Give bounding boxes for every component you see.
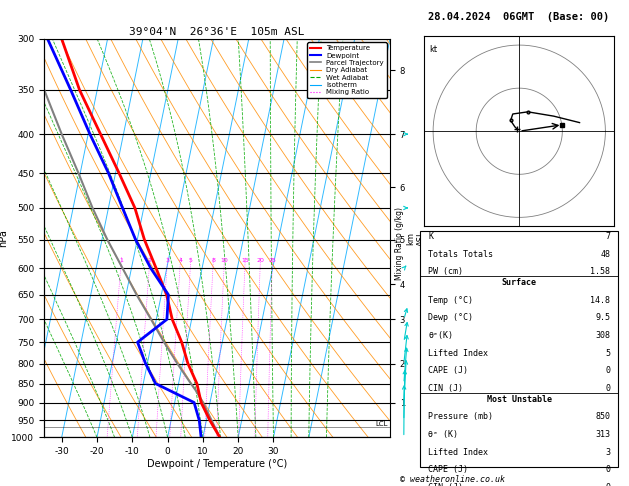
Text: LCL: LCL [376,421,388,427]
Text: 3: 3 [165,258,169,263]
X-axis label: Dewpoint / Temperature (°C): Dewpoint / Temperature (°C) [147,459,287,469]
Text: CIN (J): CIN (J) [428,384,463,393]
Text: © weatheronline.co.uk: © weatheronline.co.uk [401,474,505,484]
Text: 15: 15 [241,258,249,263]
Text: CAPE (J): CAPE (J) [428,466,468,474]
Title: 39°04'N  26°36'E  105m ASL: 39°04'N 26°36'E 105m ASL [129,27,305,37]
Text: K: K [428,232,433,241]
Text: PW (cm): PW (cm) [428,267,463,277]
Text: 0: 0 [605,483,610,486]
Text: 5: 5 [189,258,192,263]
Text: 28.04.2024  06GMT  (Base: 00): 28.04.2024 06GMT (Base: 00) [428,12,610,22]
Text: Surface: Surface [502,278,537,287]
Text: 313: 313 [596,430,610,439]
Text: 850: 850 [596,412,610,421]
Text: Pressure (mb): Pressure (mb) [428,412,493,421]
Text: 9.5: 9.5 [596,313,610,322]
Text: 4: 4 [178,258,182,263]
Text: 308: 308 [596,331,610,340]
Text: 25: 25 [269,258,276,263]
Legend: Temperature, Dewpoint, Parcel Trajectory, Dry Adiabat, Wet Adiabat, Isotherm, Mi: Temperature, Dewpoint, Parcel Trajectory… [308,42,386,98]
Text: 14.8: 14.8 [591,295,610,305]
Text: kt: kt [429,45,437,54]
Text: Totals Totals: Totals Totals [428,250,493,259]
Text: θᵉ(K): θᵉ(K) [428,331,453,340]
Text: 8: 8 [211,258,215,263]
Text: 1.58: 1.58 [591,267,610,277]
Text: Lifted Index: Lifted Index [428,348,488,358]
Text: 0: 0 [605,384,610,393]
Text: Mixing Ratio (g/kg): Mixing Ratio (g/kg) [395,207,404,279]
Text: CAPE (J): CAPE (J) [428,366,468,375]
Text: 5: 5 [605,348,610,358]
Text: θᵉ (K): θᵉ (K) [428,430,458,439]
Text: 20: 20 [257,258,264,263]
Text: 1: 1 [119,258,123,263]
Text: 0: 0 [605,366,610,375]
Text: 7: 7 [605,232,610,241]
Y-axis label: km
ASL: km ASL [406,230,426,246]
Y-axis label: hPa: hPa [0,229,9,247]
Text: CIN (J): CIN (J) [428,483,463,486]
Text: 0: 0 [605,466,610,474]
Text: Temp (°C): Temp (°C) [428,295,473,305]
Text: 3: 3 [605,448,610,457]
Text: 10: 10 [220,258,228,263]
Text: Lifted Index: Lifted Index [428,448,488,457]
Text: 48: 48 [601,250,610,259]
Text: Dewp (°C): Dewp (°C) [428,313,473,322]
Text: 2: 2 [148,258,152,263]
Text: Most Unstable: Most Unstable [487,395,552,404]
